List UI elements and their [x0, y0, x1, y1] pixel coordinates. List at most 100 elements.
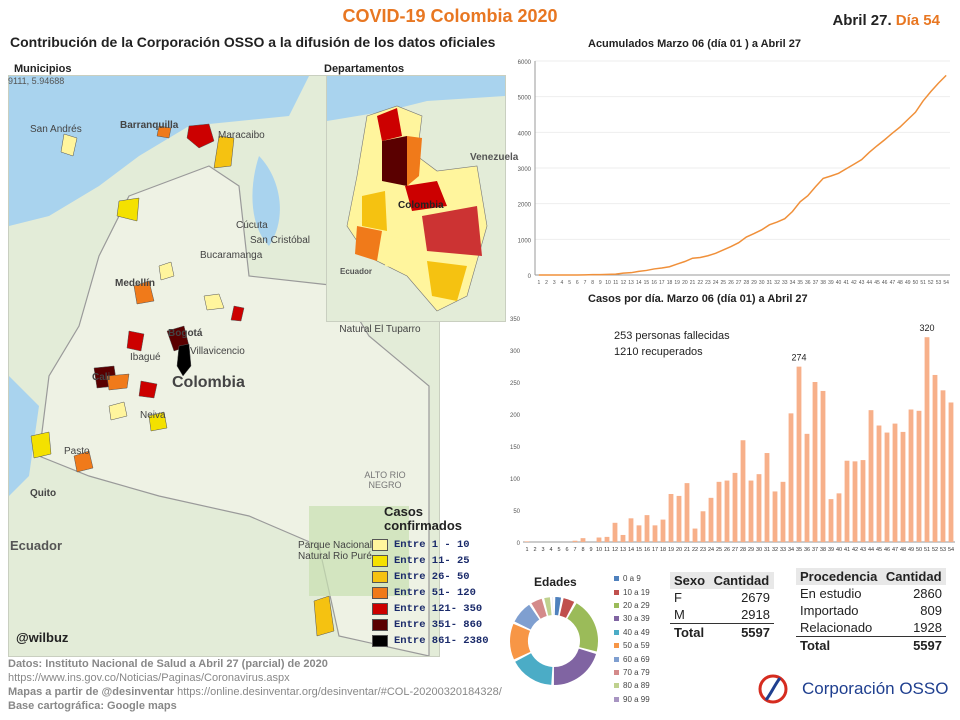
y-tick-label: 5000 — [518, 96, 532, 102]
city-bucaramanga: Bucaramanga — [200, 250, 263, 261]
x-tick-label: 30 — [756, 547, 762, 553]
x-tick-label: 21 — [690, 280, 696, 286]
proc-value: 2860 — [913, 586, 942, 601]
x-tick-label: 9 — [589, 547, 592, 553]
daily-bar — [724, 480, 730, 542]
footer-source: Datos: Instituto Nacional de Salud a Abr… — [8, 658, 328, 670]
x-tick-label: 4 — [549, 547, 552, 553]
daily-bar — [604, 536, 610, 542]
x-tick-label: 20 — [682, 280, 688, 286]
daily-bar — [708, 497, 714, 542]
y-tick-label: 350 — [510, 317, 521, 323]
x-tick-label: 50 — [913, 280, 919, 286]
footer-source-url[interactable]: https://www.ins.gov.co/Noticias/Paginas/… — [8, 672, 290, 684]
city-barranquilla: Barranquilla — [120, 120, 179, 131]
x-tick-label: 51 — [920, 280, 926, 286]
legend-item: Entre 26- 50 — [372, 569, 500, 585]
osso-logo-icon — [758, 674, 788, 704]
proc-value: 1928 — [913, 620, 942, 635]
x-tick-label: 28 — [744, 280, 750, 286]
departamentos-map[interactable] — [326, 75, 506, 322]
park-rio-pure: Parque Nacional Natural Rio Puré — [298, 540, 372, 562]
x-tick-label: 5 — [568, 280, 571, 286]
y-tick-label: 4000 — [518, 131, 532, 137]
x-tick-label: 30 — [759, 280, 765, 286]
x-tick-label: 38 — [820, 547, 826, 553]
daily-bar — [612, 522, 618, 542]
dept-atlantico — [377, 108, 402, 141]
y-tick-label: 2000 — [518, 203, 532, 209]
x-tick-label: 40 — [836, 547, 842, 553]
day-text: Día 54 — [895, 12, 940, 29]
x-tick-label: 10 — [605, 280, 611, 286]
age-legend-swatch — [614, 629, 619, 635]
proc-label: Relacionado — [800, 620, 873, 635]
dept-valle — [362, 191, 387, 231]
daily-bar — [716, 481, 722, 542]
x-tick-label: 37 — [813, 280, 819, 286]
age-legend-item: 60 a 69 — [614, 652, 650, 665]
x-tick-label: 33 — [780, 547, 786, 553]
proc-row: En estudio 2860 — [796, 585, 946, 602]
age-legend-item: 30 a 39 — [614, 612, 650, 625]
daily-bar — [924, 337, 930, 542]
age-legend-item: 90 a 99 — [614, 693, 650, 706]
x-tick-label: 19 — [668, 547, 674, 553]
bar-data-label: 274 — [791, 353, 806, 363]
brand-name: Corporación OSSO — [802, 679, 949, 698]
departamentos-map-shapes — [327, 76, 505, 321]
footer-maps-label: Mapas a partir de @desinventar — [8, 686, 175, 698]
dept-sea — [327, 76, 505, 121]
age-legend-item: 20 a 29 — [614, 599, 650, 612]
x-tick-label: 2 — [545, 280, 548, 286]
recovered-note: 1210 recuperados — [614, 346, 703, 358]
city-pasto: Pasto — [64, 446, 90, 457]
x-tick-label: 6 — [565, 547, 568, 553]
x-tick-label: 1 — [525, 547, 528, 553]
daily-bar — [796, 366, 802, 542]
daily-bar — [732, 472, 738, 542]
x-tick-label: 23 — [700, 547, 706, 553]
legend-swatch — [372, 555, 388, 567]
x-tick-label: 3 — [541, 547, 544, 553]
city-quito: Quito — [30, 488, 57, 499]
daily-bar — [948, 402, 954, 542]
x-tick-label: 24 — [708, 547, 714, 553]
city-san-cristobal: San Cristóbal — [250, 235, 311, 246]
age-legend-label: 90 a 99 — [623, 694, 650, 704]
x-tick-label: 25 — [716, 547, 722, 553]
procedencia-table: Procedencia Cantidad En estudio 2860 Imp… — [796, 568, 946, 654]
footer-maps-url[interactable]: https://online.desinventar.org/desinvent… — [177, 686, 502, 698]
daily-bar — [740, 440, 746, 542]
x-tick-label: 48 — [897, 280, 903, 286]
dept-narino — [355, 226, 382, 261]
daily-bar — [828, 499, 834, 542]
age-slice — [552, 597, 554, 616]
y-tick-label: 200 — [510, 413, 521, 419]
lake-maracaibo — [252, 156, 280, 246]
age-slice — [544, 597, 552, 616]
x-tick-label: 44 — [868, 547, 874, 553]
dept-meta — [405, 181, 447, 211]
y-tick-label: 6000 — [518, 60, 532, 66]
x-tick-label: 7 — [584, 280, 587, 286]
x-tick-label: 3 — [553, 280, 556, 286]
city-villavicencio: Villavicencio — [190, 346, 245, 357]
x-tick-label: 52 — [928, 280, 934, 286]
daily-bar — [908, 409, 914, 542]
sexo-row: F 2679 — [670, 589, 774, 606]
x-tick-label: 5 — [557, 547, 560, 553]
sexo-table: Sexo Cantidad F 2679 M 2918 Total 5597 — [670, 572, 774, 641]
x-tick-label: 38 — [820, 280, 826, 286]
legend-item: Entre 51- 120 — [372, 585, 500, 601]
x-tick-label: 45 — [874, 280, 880, 286]
sexo-header-sex: Sexo — [674, 573, 706, 588]
daily-bar — [700, 511, 706, 542]
x-tick-label: 41 — [843, 280, 849, 286]
daily-bar — [836, 493, 842, 542]
x-tick-label: 31 — [764, 547, 770, 553]
park-tuparro: Natural El Tuparro — [339, 324, 421, 335]
x-tick-label: 8 — [591, 280, 594, 286]
